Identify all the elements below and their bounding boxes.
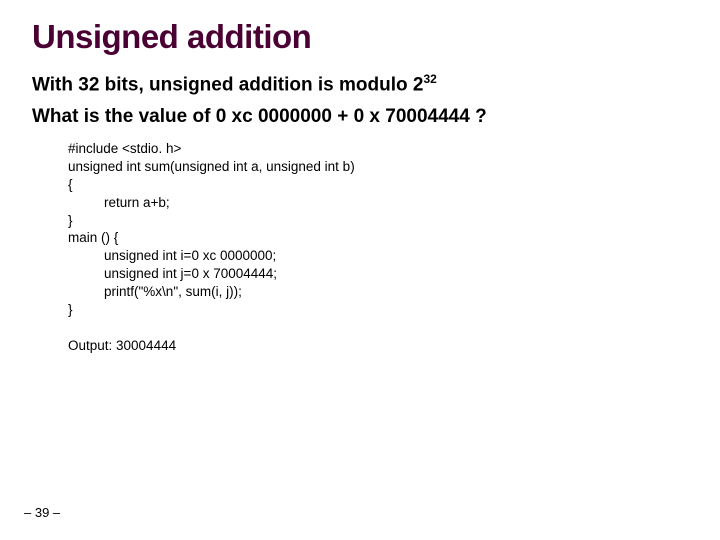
- subtitle-line-1: With 32 bits, unsigned addition is modul…: [32, 72, 692, 96]
- code-line-10: }: [68, 301, 692, 319]
- code-block: #include <stdio. h> unsigned int sum(uns…: [68, 140, 692, 318]
- subtitle-pre: With 32 bits, unsigned addition is modul…: [32, 74, 423, 95]
- slide-number: – 39 –: [24, 505, 60, 520]
- code-line-7: unsigned int i=0 xc 0000000;: [68, 247, 692, 265]
- slide-title: Unsigned addition: [32, 18, 692, 56]
- question-line: What is the value of 0 xc 0000000 + 0 x …: [32, 106, 692, 128]
- slide: Unsigned addition With 32 bits, unsigned…: [0, 0, 720, 540]
- code-line-6: main () {: [68, 229, 692, 247]
- code-line-4: return a+b;: [68, 194, 692, 212]
- code-line-3: {: [68, 176, 692, 194]
- code-line-5: }: [68, 212, 692, 230]
- output-line: Output: 30004444: [68, 338, 692, 353]
- code-line-1: #include <stdio. h>: [68, 140, 692, 158]
- subtitle-exponent: 32: [423, 72, 436, 86]
- code-line-9: printf("%x\n", sum(i, j));: [68, 283, 692, 301]
- code-line-2: unsigned int sum(unsigned int a, unsigne…: [68, 158, 692, 176]
- code-line-8: unsigned int j=0 x 70004444;: [68, 265, 692, 283]
